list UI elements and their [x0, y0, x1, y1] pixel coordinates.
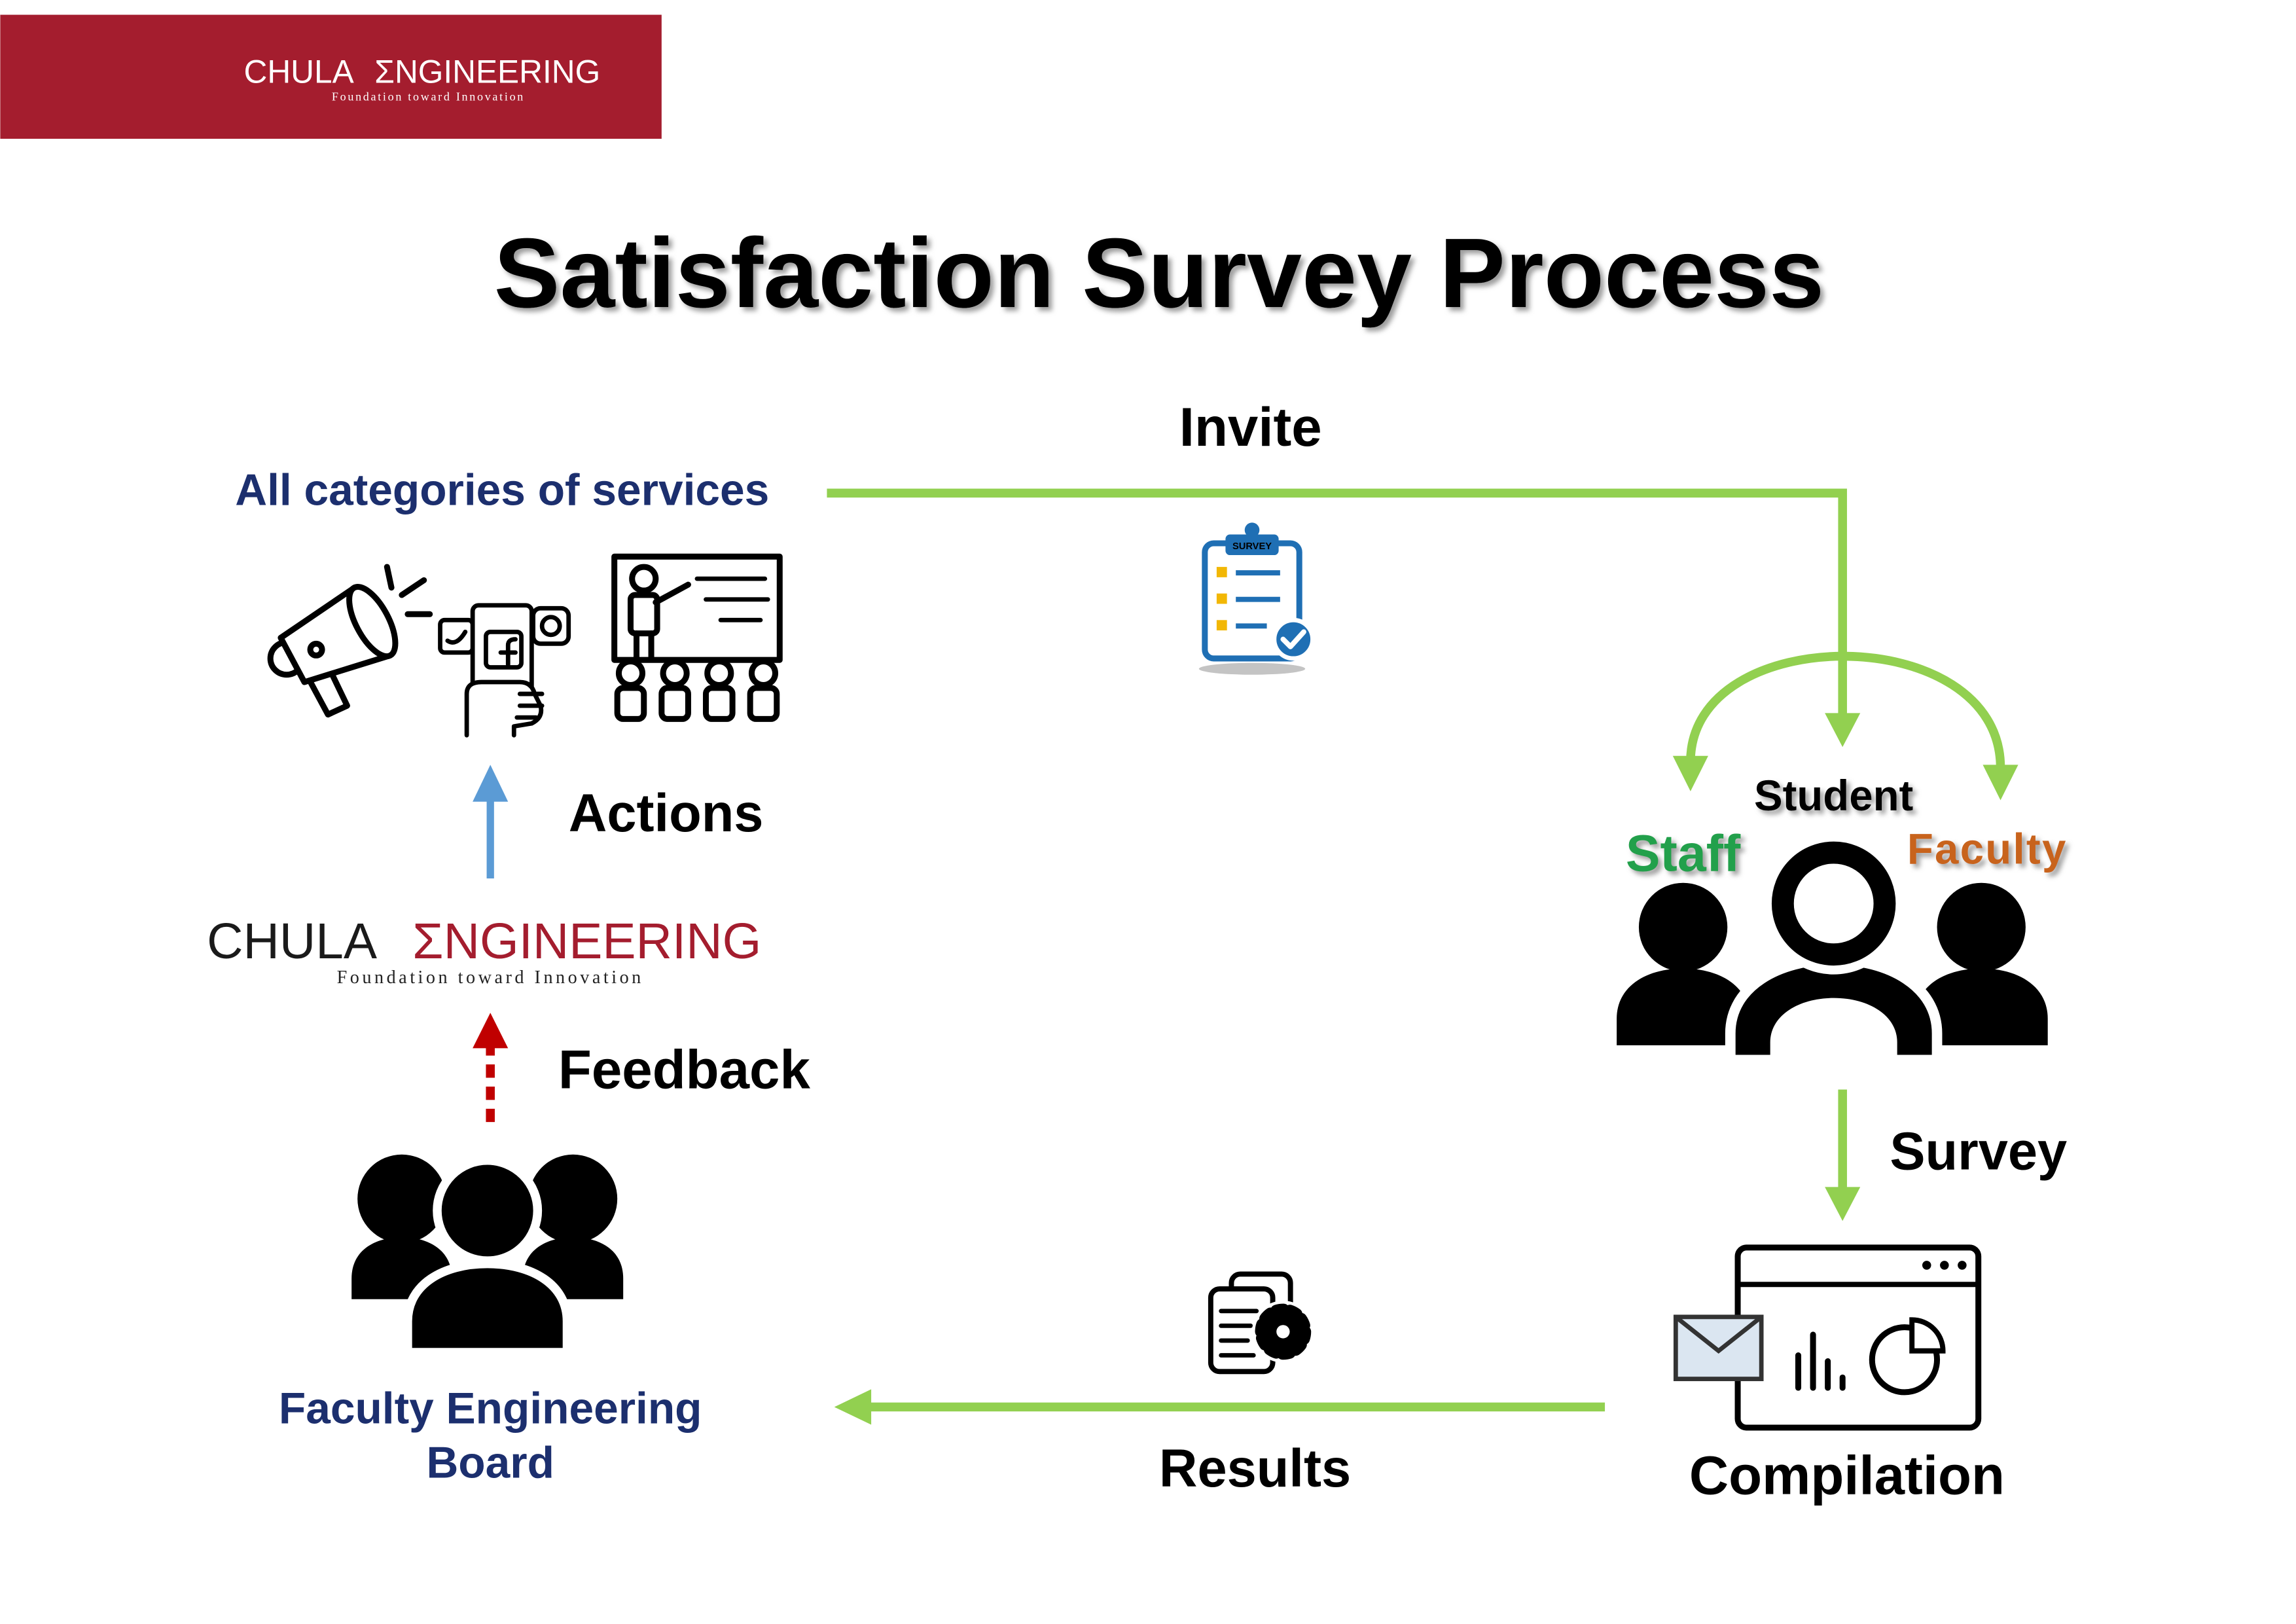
header-logo-tagline: Foundation toward Innovation — [332, 90, 525, 103]
board-member-right-head — [528, 1154, 618, 1244]
presenter-arm — [653, 581, 691, 605]
invite-label: Invite — [1179, 396, 1322, 458]
board-label-line-2: Board — [426, 1439, 554, 1488]
board-member-left-head — [357, 1154, 446, 1244]
window-dot-2 — [1940, 1261, 1949, 1270]
actions-arrow-head — [473, 765, 509, 802]
center-logo-name-right: ΣNGINEERING — [412, 914, 761, 969]
student-person-body-inner — [1770, 998, 1897, 1060]
three-people-icon — [1617, 833, 2048, 1066]
facebook-f — [498, 637, 518, 667]
presenter-body — [627, 592, 660, 637]
megaphone-sound-line-1 — [384, 564, 395, 591]
invite-arrow — [827, 488, 1861, 748]
faculty-arrow-head — [1982, 765, 2018, 801]
faculty-person-head — [1937, 882, 2026, 972]
megaphone-mouth — [346, 583, 399, 660]
gear-hole — [1276, 1325, 1290, 1339]
documents-gear-icon — [1208, 1271, 1314, 1375]
header-logo-name-left: CHULA — [244, 53, 354, 90]
feedback-label: Feedback — [558, 1038, 811, 1100]
header-logo-name-right: ΣNGINEERING — [374, 53, 600, 90]
audience-body-3 — [702, 685, 736, 722]
presentation-audience-icon — [611, 553, 783, 722]
checklist-bullet-2 — [1216, 593, 1227, 604]
actions-arrow — [473, 765, 509, 878]
invite-arrow-head — [1825, 713, 1861, 748]
pie-chart-icon — [1869, 1324, 1941, 1396]
header-banner-fill — [0, 14, 662, 139]
presenter-head — [629, 564, 659, 594]
board-member-center-head — [433, 1156, 543, 1265]
audience-body-2 — [658, 685, 691, 722]
audience-head-2 — [660, 658, 690, 689]
header-logo-wordmark: CHULA ΣNGINEERING — [244, 53, 601, 90]
gear-teeth — [1255, 1303, 1312, 1360]
results-label: Results — [1159, 1439, 1351, 1498]
clipboard-badge-text: SURVEY — [1232, 541, 1272, 552]
distribution-curved-arrows — [1672, 651, 2018, 801]
compilation-label: Compilation — [1689, 1445, 2005, 1506]
audience-head-4 — [748, 658, 779, 689]
center-logo-wordmark: CHULA ΣNGINEERING — [207, 914, 761, 969]
center-logo-name-left: CHULA — [207, 914, 377, 969]
student-label: Student — [1754, 772, 1913, 820]
instagram-lens — [539, 615, 562, 638]
student-person-head-inner — [1793, 863, 1874, 944]
survey-clipboard-icon: SURVEY — [1198, 522, 1315, 675]
board-label-line-1: Faculty Engineering — [279, 1384, 702, 1433]
staff-arrow-head — [1672, 755, 1708, 791]
audience-body-4 — [747, 685, 780, 722]
clipboard-clip-ring — [1244, 522, 1260, 537]
center-logo-tagline: Foundation toward Innovation — [337, 967, 644, 988]
audience-head-1 — [615, 658, 646, 689]
window-dot-3 — [1958, 1261, 1967, 1270]
feedback-arrow — [473, 1013, 509, 1123]
board-member-center-body — [403, 1259, 572, 1357]
twitter-icon — [438, 617, 475, 655]
checklist-bullet-1 — [1216, 567, 1227, 577]
megaphone-icon — [267, 564, 433, 718]
group-people-icon — [351, 1154, 624, 1357]
faculty-label: Faculty — [1907, 825, 2068, 873]
staff-person-body — [1617, 968, 1750, 1045]
survey-label: Survey — [1890, 1122, 2067, 1181]
invite-arrow-line — [827, 488, 1847, 719]
megaphone-button — [307, 640, 325, 659]
services-label: All categories of services — [235, 465, 769, 514]
faculty-person-body — [1914, 968, 2048, 1045]
staff-label: Staff — [1626, 825, 1741, 882]
staff-person-head — [1638, 882, 1728, 972]
survey-arrow — [1825, 1089, 1861, 1221]
survey-arrow-head — [1825, 1187, 1861, 1221]
envelope-flap — [1673, 1314, 1764, 1354]
audience-body-1 — [614, 685, 647, 722]
megaphone-sound-line-2 — [399, 577, 427, 598]
twitter-bird — [445, 629, 468, 645]
social-media-hand-icon — [438, 603, 571, 738]
results-arrow — [834, 1389, 1605, 1425]
pie-chart-slice — [1909, 1317, 1946, 1354]
clipboard-clip — [1225, 534, 1279, 556]
header-banner: CHULA ΣNGINEERING Foundation toward Innov… — [0, 14, 662, 139]
audience-head-3 — [704, 658, 734, 689]
feedback-arrow-head — [473, 1013, 509, 1049]
dashboard-window-icon — [1673, 1244, 1982, 1431]
center-logo: CHULA ΣNGINEERING Foundation toward Innov… — [207, 914, 761, 988]
actions-label: Actions — [569, 784, 764, 843]
distribution-curve — [1686, 651, 2005, 768]
results-arrow-head — [834, 1389, 872, 1425]
clipboard-shadow — [1198, 662, 1306, 675]
page-title: Satisfaction Survey Process — [494, 218, 1825, 329]
check-badge — [1272, 617, 1315, 661]
window-dot-1 — [1922, 1261, 1931, 1270]
check-mark-icon — [1280, 629, 1306, 649]
checklist-bullet-3 — [1216, 620, 1227, 631]
